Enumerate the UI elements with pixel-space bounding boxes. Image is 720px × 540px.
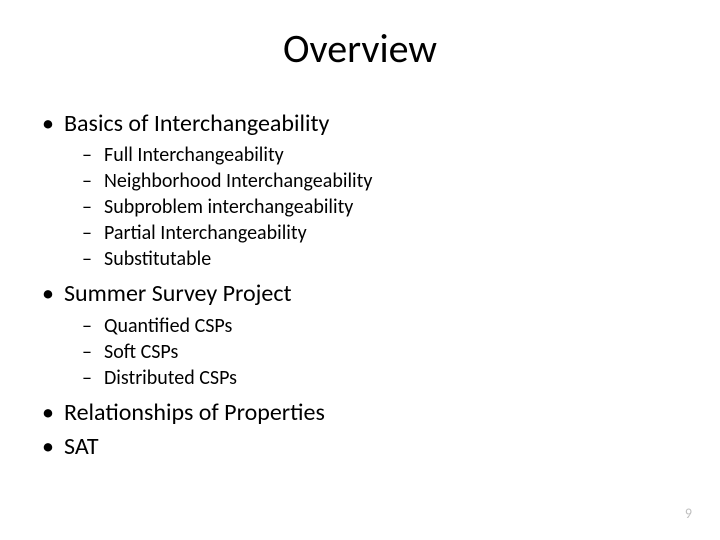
bullet-item: Relationships of Properties [42,397,678,429]
sub-bullet-text: Subproblem interchangeability [104,195,353,219]
bullet-text: Summer Survey Project [64,279,292,308]
bullet-text: SAT [64,432,99,461]
sub-bullet-item: Distributed CSPs [82,365,678,391]
sub-bullet-text: Quantified CSPs [104,314,232,338]
slide-content: Basics of Interchangeability Full Interc… [42,108,678,466]
bullet-list-level2: Quantified CSPs Soft CSPs Distributed CS… [42,313,678,391]
sub-bullet-text: Partial Interchangeability [104,221,307,245]
bullet-list-level1: Basics of Interchangeability Full Interc… [42,108,678,464]
sub-bullet-item: Partial Interchangeability [82,220,678,246]
page-number: 9 [685,505,692,522]
sub-bullet-text: Distributed CSPs [104,366,237,390]
bullet-text: Relationships of Properties [64,398,325,427]
bullet-item: SAT [42,431,678,463]
sub-bullet-item: Full Interchangeability [82,142,678,168]
bullet-text: Basics of Interchangeability [64,109,329,138]
slide: Overview Basics of Interchangeability Fu… [0,0,720,540]
sub-bullet-item: Subproblem interchangeability [82,194,678,220]
sub-bullet-item: Neighborhood Interchangeability [82,168,678,194]
sub-bullet-text: Soft CSPs [104,340,178,364]
sub-bullet-text: Neighborhood Interchangeability [104,169,372,193]
sub-bullet-item: Quantified CSPs [82,313,678,339]
slide-title: Overview [0,24,720,73]
bullet-list-level2: Full Interchangeability Neighborhood Int… [42,142,678,272]
sub-bullet-item: Soft CSPs [82,339,678,365]
sub-bullet-item: Substitutable [82,246,678,272]
bullet-item: Summer Survey Project Quantified CSPs So… [42,278,678,390]
sub-bullet-text: Substitutable [104,247,211,271]
sub-bullet-text: Full Interchangeability [104,143,284,167]
bullet-item: Basics of Interchangeability Full Interc… [42,108,678,272]
